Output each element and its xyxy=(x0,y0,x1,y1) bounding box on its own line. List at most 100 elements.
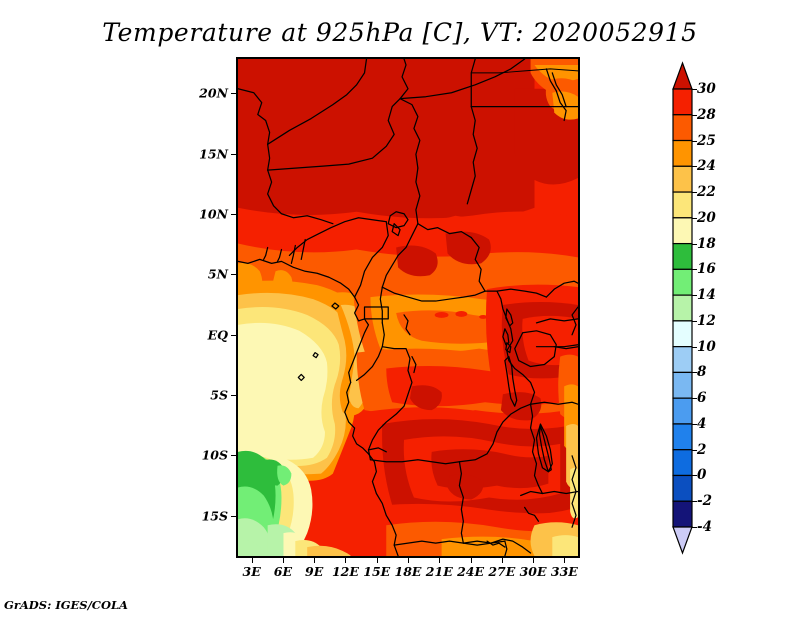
y-axis-label: 15S xyxy=(201,508,228,524)
y-axis-label: 10N xyxy=(199,206,228,222)
colorbar-band xyxy=(672,165,693,193)
colorbar-tick-label: 10 xyxy=(697,338,716,355)
colorbar-tick xyxy=(692,140,697,142)
colorbar-tick-label: 2 xyxy=(697,441,707,458)
colorbar-tick xyxy=(692,527,697,528)
colorbar-band xyxy=(672,320,693,348)
x-axis-label: 27E xyxy=(488,564,516,579)
x-axis-tick xyxy=(533,558,535,563)
colorbar-band xyxy=(672,423,693,451)
colorbar-tick xyxy=(692,475,697,477)
colorbar-tick xyxy=(692,243,697,245)
colorbar-band xyxy=(672,217,693,245)
colorbar-tick xyxy=(692,166,697,168)
x-axis-tick xyxy=(470,558,472,563)
colorbar-tick-label: -4 xyxy=(697,519,712,535)
colorbar: 30 28 25 24 22 20 18 16 14 12 10 8 6 4 2 0 -2 -4 xyxy=(672,61,716,555)
grads-credit: GrADS: IGES/COLA xyxy=(4,598,128,612)
colorbar-tick-label: 14 xyxy=(697,287,716,304)
y-axis-tick xyxy=(231,455,236,457)
colorbar-tick-label: 22 xyxy=(697,184,716,201)
x-axis-label: 33E xyxy=(550,564,578,579)
x-axis-tick xyxy=(439,558,441,563)
x-axis-tick xyxy=(376,558,378,563)
colorbar-tick-label: 28 xyxy=(697,106,716,123)
colorbar-tick xyxy=(692,372,697,374)
x-axis-label: 24E xyxy=(457,564,484,579)
colorbar-tick-label: 4 xyxy=(697,415,707,432)
colorbar-band xyxy=(672,268,693,296)
colorbar-band xyxy=(672,449,693,477)
colorbar-arrow-top xyxy=(672,61,693,90)
colorbar-tick xyxy=(692,295,697,297)
x-axis-tick xyxy=(314,558,316,563)
colorbar-tick xyxy=(692,217,697,219)
y-axis-tick xyxy=(231,153,236,155)
y-axis-label: EQ xyxy=(207,327,228,343)
x-axis-label: 12E xyxy=(331,564,359,579)
y-axis-tick xyxy=(231,334,236,336)
x-axis-label: 6E xyxy=(273,564,293,579)
x-axis-label: 3E xyxy=(242,564,261,579)
x-axis-label: 15E xyxy=(363,564,391,579)
map-plot-area xyxy=(236,57,580,558)
x-axis-tick xyxy=(282,558,284,563)
colorbar-band xyxy=(672,371,693,399)
y-axis-tick xyxy=(231,93,236,95)
x-axis-tick xyxy=(501,558,503,563)
y-axis-tick xyxy=(231,213,236,215)
colorbar-band xyxy=(672,114,693,142)
colorbar-tick-label: 12 xyxy=(697,312,716,329)
colorbar-tick-label: 30 xyxy=(697,81,716,97)
colorbar-tick-label: -2 xyxy=(697,493,712,510)
colorbar-tick xyxy=(692,346,697,348)
x-axis-label: 30E xyxy=(519,564,547,579)
colorbar-tick-label: 18 xyxy=(697,235,716,252)
colorbar-band xyxy=(672,397,693,425)
colorbar-tick xyxy=(692,114,697,116)
x-axis-label: 21E xyxy=(425,564,453,579)
x-axis-tick xyxy=(408,558,409,563)
y-axis-label: 20N xyxy=(199,85,228,101)
colorbar-band xyxy=(672,346,693,374)
colorbar-tick xyxy=(692,449,697,451)
colorbar-band xyxy=(672,88,693,116)
colorbar-band xyxy=(672,500,693,528)
colorbar-tick-label: 24 xyxy=(697,158,716,175)
colorbar-tick xyxy=(692,398,697,400)
x-axis-label: 9E xyxy=(305,564,324,579)
colorbar-arrow-bottom xyxy=(672,526,693,555)
colorbar-band xyxy=(672,474,693,502)
x-axis-label: 18E xyxy=(394,564,422,579)
colorbar-band xyxy=(672,191,693,219)
page-title: Temperature at 925hPa [C], VT: 202005291… xyxy=(102,18,698,47)
colorbar-tick xyxy=(692,192,697,194)
x-axis-tick xyxy=(564,558,566,563)
y-axis-label: 10S xyxy=(201,447,228,463)
colorbar-tick-label: 6 xyxy=(697,390,707,407)
y-axis-tick xyxy=(231,515,236,517)
y-axis-tick xyxy=(231,274,236,276)
y-axis-label: 5N xyxy=(207,266,228,282)
colorbar-band xyxy=(672,294,693,322)
colorbar-tick xyxy=(692,320,697,322)
colorbar-tick xyxy=(692,423,697,425)
y-axis-label: 15N xyxy=(199,146,228,162)
y-axis-tick xyxy=(231,395,236,397)
colorbar-tick xyxy=(692,89,697,90)
temperature-field xyxy=(238,59,578,556)
colorbar-tick xyxy=(692,501,697,503)
colorbar-tick-label: 8 xyxy=(697,364,707,381)
colorbar-tick-label: 25 xyxy=(697,132,716,149)
colorbar-tick-label: 20 xyxy=(697,209,716,226)
colorbar-band xyxy=(672,242,693,270)
colorbar-band xyxy=(672,139,693,167)
x-axis-tick xyxy=(251,558,253,563)
colorbar-tick-label: 0 xyxy=(697,467,707,484)
x-axis-tick xyxy=(345,558,347,563)
y-axis-label: 5S xyxy=(210,387,228,403)
colorbar-swatches xyxy=(672,61,693,555)
colorbar-tick-label: 16 xyxy=(697,261,716,278)
colorbar-tick xyxy=(692,269,697,271)
